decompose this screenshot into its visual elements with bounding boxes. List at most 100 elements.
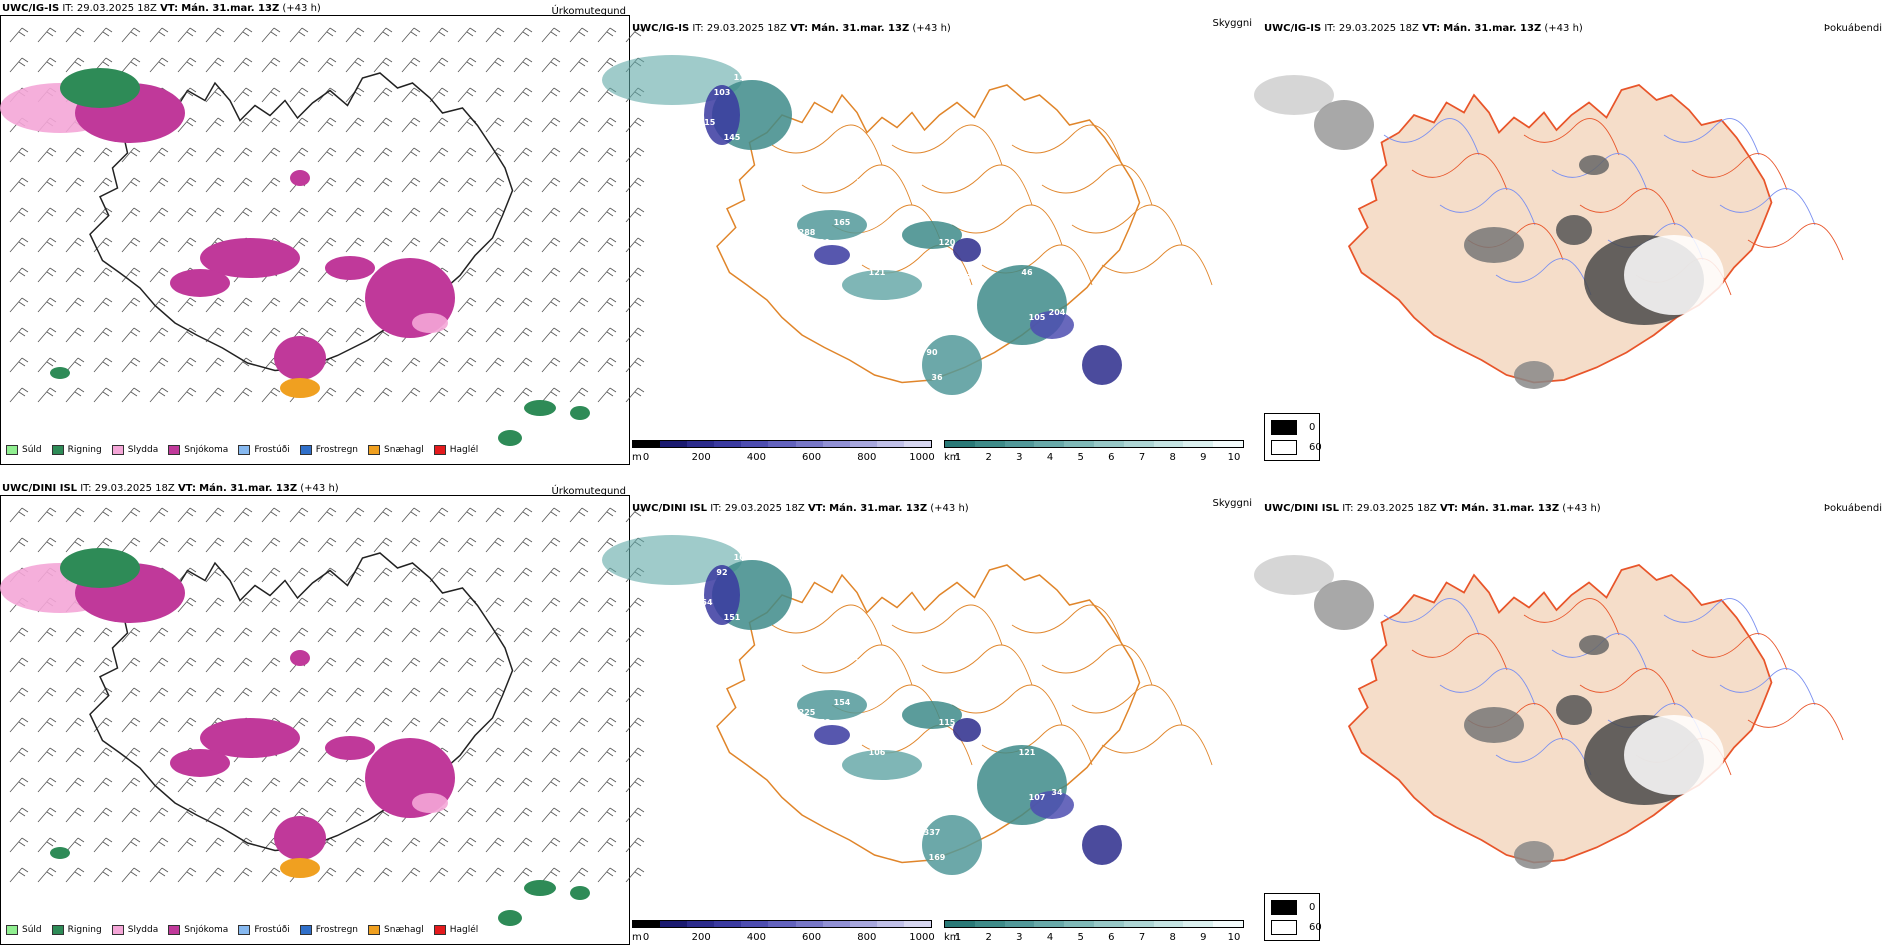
wind-barb: [457, 87, 477, 103]
wind-barb: [569, 747, 589, 763]
wind-barb: [569, 387, 589, 403]
wind-barb: [597, 27, 617, 43]
wind-barb: [121, 807, 141, 823]
fog-legend-label: 0: [1309, 902, 1316, 913]
height-colorbar: m 0 200 400 600 800 1000: [632, 920, 935, 948]
wind-barb: [513, 627, 533, 643]
wind-barb: [541, 87, 561, 103]
legend-item: Rigning: [51, 925, 102, 935]
visibility-value: 102: [1069, 333, 1086, 342]
wind-barb: [541, 327, 561, 343]
wind-barb: [37, 777, 57, 793]
wind-barb: [289, 537, 309, 553]
visibility-area: [797, 690, 867, 720]
legend-swatch: [238, 925, 251, 935]
wind-barb: [513, 687, 533, 703]
wind-barb: [149, 387, 169, 403]
wind-barb: [457, 147, 477, 163]
ptype-panel: UWC/IG-IS IT: 29.03.2025 18Z VT: Mán. 31…: [0, 0, 645, 470]
wind-barb: [37, 867, 57, 883]
wind-barb: [93, 237, 113, 253]
wind-barb: [541, 357, 561, 373]
wind-barb: [233, 327, 253, 343]
wind-barb: [569, 777, 589, 793]
wind-barb: [597, 357, 617, 373]
wind-barb: [597, 597, 617, 613]
wind-barb: [93, 387, 113, 403]
vt-label: VT:: [807, 503, 826, 514]
visibility-value: 178: [814, 718, 831, 727]
colorbar-unit: m: [632, 932, 642, 943]
wind-barb: [597, 327, 617, 343]
wind-barb: [625, 237, 645, 253]
wind-barb: [177, 297, 197, 313]
colorbar-tick: 10: [1227, 452, 1241, 463]
wind-barb: [401, 567, 421, 583]
visibility-value: 298: [854, 658, 871, 667]
wind-barb: [401, 717, 421, 733]
wind-barb: [513, 117, 533, 133]
fog-area: [1314, 580, 1374, 630]
wind-barb: [233, 507, 253, 523]
legend-item: Súld: [6, 925, 42, 935]
wind-barb: [37, 657, 57, 673]
wind-barb: [65, 717, 85, 733]
wind-barb: [205, 27, 225, 43]
wind-barb: [541, 147, 561, 163]
wind-barb: [513, 327, 533, 343]
colorbar-tick: 200: [691, 452, 711, 463]
wind-barb: [373, 687, 393, 703]
colorbar-unit: km: [944, 452, 960, 463]
legend-label: Rigning: [67, 925, 102, 935]
run-header: UWC/IG-IS IT: 29.03.2025 18Z VT: Mán. 31…: [2, 3, 321, 14]
colorbar-tick: 800: [857, 452, 877, 463]
wind-barb: [485, 357, 505, 373]
wind-barb: [205, 297, 225, 313]
legend-label: Súld: [22, 925, 42, 935]
wind-barb: [485, 237, 505, 253]
colorbar-tick: 3: [1016, 932, 1023, 943]
visibility-area: [814, 725, 850, 745]
colorbar-tick: 5: [1077, 452, 1084, 463]
wind-barb: [149, 327, 169, 343]
visibility-value: 225: [799, 708, 816, 717]
wind-barb: [345, 387, 365, 403]
wind-barb: [597, 807, 617, 823]
wind-barb: [569, 57, 589, 73]
wind-barb: [65, 537, 85, 553]
visibility-area: [902, 701, 962, 729]
visibility-area: [704, 85, 740, 145]
run-header: UWC/DINI ISL IT: 29.03.2025 18Z VT: Mán.…: [1264, 503, 1601, 514]
wind-barb: [345, 597, 365, 613]
wind-barb: [205, 537, 225, 553]
vt-label: VT:: [1422, 23, 1441, 34]
visibility-panel: UWC/DINI ISL IT: 29.03.2025 18Z VT: Mán.…: [602, 480, 1262, 950]
wind-barb: [9, 657, 29, 673]
wind-barb: [177, 537, 197, 553]
wind-barb: [597, 267, 617, 283]
wind-barb: [457, 297, 477, 313]
wind-barb: [93, 837, 113, 853]
visibility-value: 204: [1049, 308, 1066, 317]
wind-barb: [121, 507, 141, 523]
wind-barb: [177, 147, 197, 163]
wind-barb: [373, 867, 393, 883]
wind-barb: [625, 657, 645, 673]
visibility-value: 36: [931, 373, 943, 382]
init-time: 29.03.2025 18Z: [94, 483, 175, 494]
wind-barb: [317, 117, 337, 133]
wind-barb: [513, 747, 533, 763]
wind-barb: [457, 687, 477, 703]
wind-barb: [429, 567, 449, 583]
wind-barb: [261, 27, 281, 43]
wind-barb: [121, 627, 141, 643]
fog-legend-item: 0: [1271, 900, 1315, 915]
wind-barb: [373, 237, 393, 253]
wind-barb: [513, 507, 533, 523]
visibility-value: 64: [701, 598, 713, 607]
wind-barb: [457, 837, 477, 853]
wind-barb: [93, 747, 113, 763]
wind-barb: [485, 687, 505, 703]
precip-area: [200, 718, 300, 758]
wind-barb: [233, 657, 253, 673]
